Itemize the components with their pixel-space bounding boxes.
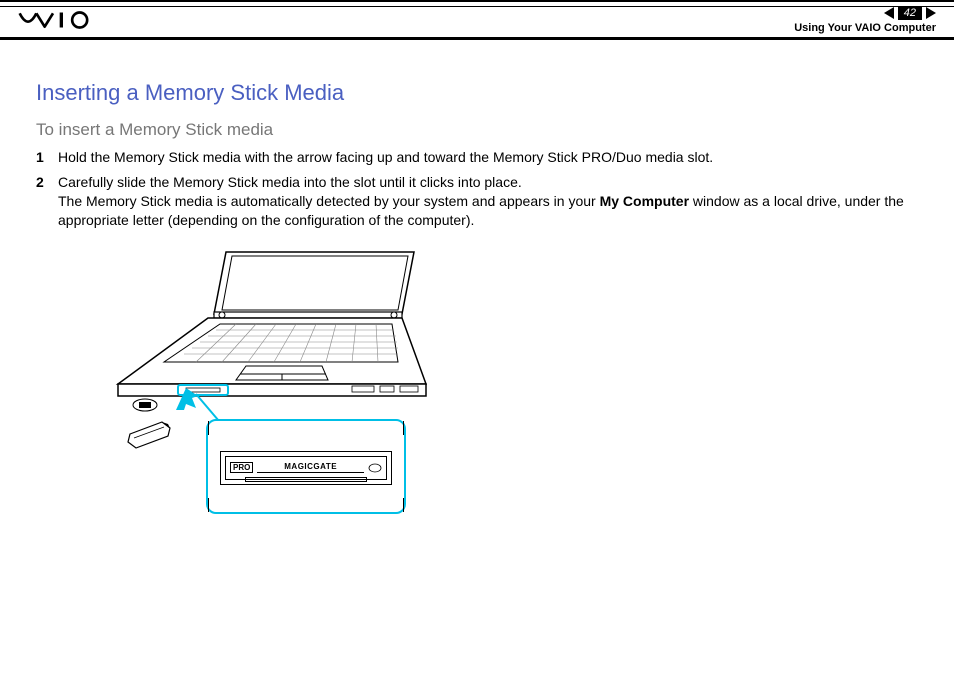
slot-callout: PRO MAGICGATE (206, 419, 406, 514)
step-line-pre: The Memory Stick media is automatically … (58, 193, 600, 209)
section-label: Using Your VAIO Computer (794, 22, 936, 34)
header-right: 42 Using Your VAIO Computer (794, 2, 936, 38)
memorystick-card-icon (124, 420, 174, 461)
memorystick-mini-icon (368, 463, 382, 473)
page-content: Inserting a Memory Stick Media To insert… (0, 40, 954, 544)
page-title: Inserting a Memory Stick Media (36, 80, 918, 106)
callout-edge-top (208, 421, 404, 435)
step-text: Hold the Memory Stick media with the arr… (58, 148, 918, 167)
page-header: 42 Using Your VAIO Computer (0, 0, 954, 40)
callout-edge-bottom (208, 498, 404, 512)
page-number: 42 (898, 6, 922, 20)
illustration: PRO MAGICGATE (76, 244, 446, 544)
prev-page-arrow-icon[interactable] (884, 7, 894, 19)
laptop-lineart (96, 244, 436, 424)
vaio-logo (18, 10, 118, 30)
page-nav: 42 (884, 6, 936, 20)
step-line: Carefully slide the Memory Stick media i… (58, 174, 522, 190)
memorystick-badge-icon (132, 398, 158, 412)
slot-brand-label: MAGICGATE (257, 462, 364, 473)
slot-opening (245, 477, 367, 482)
next-page-arrow-icon[interactable] (926, 7, 936, 19)
step-text: Carefully slide the Memory Stick media i… (58, 173, 918, 230)
step-number: 1 (36, 148, 58, 167)
steps-list: 1 Hold the Memory Stick media with the a… (36, 148, 918, 230)
slot-pro-label: PRO (230, 462, 253, 473)
page-subtitle: To insert a Memory Stick media (36, 120, 918, 140)
step-item: 2 Carefully slide the Memory Stick media… (36, 173, 918, 230)
step-number: 2 (36, 173, 58, 230)
step-line-bold: My Computer (600, 193, 689, 209)
slot-detail: PRO MAGICGATE (220, 451, 392, 485)
step-item: 1 Hold the Memory Stick media with the a… (36, 148, 918, 167)
